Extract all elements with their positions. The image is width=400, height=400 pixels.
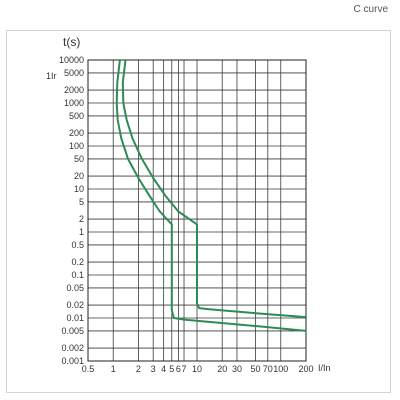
y-tick-label: 5 (79, 197, 84, 207)
side-label: 1Ir (46, 71, 57, 81)
x-tick-label: 20 (217, 364, 227, 374)
x-tick-label: 0.5 (82, 364, 95, 374)
x-axis-label: I/In (318, 363, 331, 373)
x-tick-labels: 0.5 1 2 3 4 5 6 7 10 20 30 50 70 100 200 (82, 364, 314, 374)
y-tick-label: 200 (69, 128, 84, 138)
y-tick-label: 2 (79, 214, 84, 224)
y-tick-label: 500 (69, 111, 84, 121)
series-line-2 (121, 59, 307, 319)
y-tick-label: 0.02 (66, 300, 84, 310)
y-tick-label: 0.2 (71, 257, 84, 267)
y-tick-label: 0.002 (61, 343, 84, 353)
y-tick-label: 50 (74, 154, 84, 164)
grid (87, 59, 307, 362)
y-tick-label: 2000 (64, 85, 84, 95)
y-tick-label: 1000 (64, 98, 84, 108)
y-axis-label: t(s) (63, 35, 80, 49)
plot-border (87, 59, 307, 362)
series-line-1 (115, 59, 307, 332)
y-tick-label: 0.1 (71, 270, 84, 280)
x-tick-label: 10 (192, 364, 202, 374)
y-tick-label: 5000 (64, 68, 84, 78)
x-tick-label: 100 (273, 364, 288, 374)
x-tick-label: 200 (298, 364, 313, 374)
x-tick-label: 1 (111, 364, 116, 374)
y-tick-label: 10 (74, 184, 84, 194)
chart-title: C curve (353, 4, 388, 15)
x-tick-label: 2 (136, 364, 141, 374)
y-tick-label: 0.001 (61, 356, 84, 366)
y-tick-label: 10000 (59, 55, 84, 65)
y-tick-label: 1 (79, 227, 84, 237)
y-tick-label: 100 (69, 141, 84, 151)
x-tick-label: 3 (151, 364, 156, 374)
x-tick-label: 4 (161, 364, 166, 374)
chart-frame (6, 30, 391, 393)
x-tick-label: 7 (182, 364, 187, 374)
y-tick-label: 0.01 (66, 313, 84, 323)
y-tick-label: 0.005 (61, 326, 84, 336)
x-tick-label: 30 (232, 364, 242, 374)
y-tick-label: 20 (74, 171, 84, 181)
x-tick-label: 6 (176, 364, 181, 374)
y-tick-label: 0.05 (66, 283, 84, 293)
y-tick-label: 0.5 (71, 240, 84, 250)
x-tick-label: 5 (169, 364, 174, 374)
x-tick-label: 70 (263, 364, 273, 374)
y-tick-labels: 10000 5000 2000 1000 500 200 100 50 20 10 5 2 1 0.5 0.… (59, 55, 84, 366)
series-lines (115, 59, 307, 332)
x-tick-label: 50 (251, 364, 261, 374)
